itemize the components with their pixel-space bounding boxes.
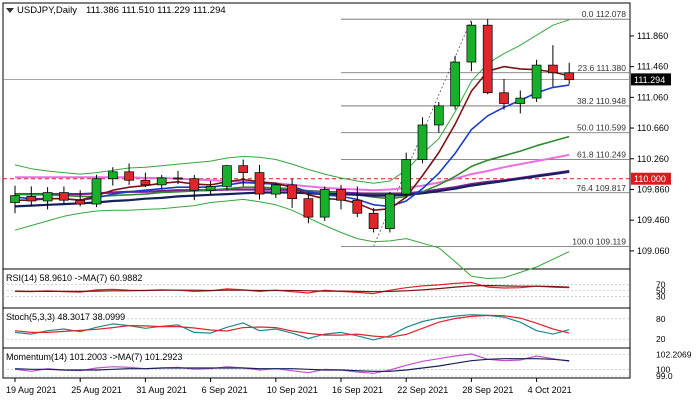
- momentum-series-1-line: [14, 358, 570, 372]
- price-axis-label: 111.460: [637, 62, 668, 72]
- ohlc-values: 111.386 111.510 111.229 111.294: [86, 5, 226, 16]
- candle-bull: [466, 24, 477, 63]
- candle-bear: [140, 179, 151, 186]
- axis-labels: 111.860 111.460 111.060 110.660 110.260 109.8…: [6, 31, 692, 395]
- candle-bull: [205, 186, 216, 191]
- momentum-series-0-line: [14, 353, 570, 374]
- candle-bear: [124, 171, 134, 181]
- momentum-title: Momentum(14) 101.2003 ->MA(7) 101.2923: [6, 352, 182, 362]
- candle-bull: [107, 171, 118, 180]
- stoch-series-0-line: [14, 314, 570, 341]
- candle-bull: [531, 64, 542, 99]
- stoch-lines: [3, 314, 630, 341]
- candle-bull: [91, 178, 102, 205]
- fib-level-label: 100.0 109.119: [572, 236, 626, 246]
- candle-bull: [433, 105, 444, 126]
- momentum-axis-label: 102.2069: [656, 350, 692, 360]
- fib-level-label: 76.4 109.817: [576, 183, 626, 193]
- rsi-lines: [3, 281, 630, 298]
- momentum-axis-label: 99.0: [656, 371, 673, 381]
- candle-bear: [564, 72, 575, 81]
- candle-bull: [417, 124, 428, 160]
- rsi-title: RSI(14) 58.9610 ->MA(7) 60.9882: [6, 273, 142, 283]
- bollinger-upper-line: [14, 19, 570, 184]
- price-axis-label: 109.060: [637, 246, 670, 256]
- date-axis-label: 10 Sep 2021: [267, 385, 318, 395]
- fib-level-label: 50.0 110.599: [577, 123, 626, 133]
- candle-bull: [450, 61, 460, 107]
- date-axis-label: 25 Aug 2021: [71, 385, 122, 395]
- date-axis-label: 4 Oct 2021: [528, 385, 572, 395]
- candle-bear: [75, 199, 86, 205]
- rsi-series-1-line: [14, 284, 570, 293]
- candle-bull: [401, 159, 412, 195]
- candle-bull: [10, 195, 20, 203]
- bollinger-bands: [14, 19, 570, 279]
- momentum-axis-label: 100: [656, 364, 670, 374]
- candle-bull: [156, 177, 167, 186]
- candle-bear: [548, 64, 558, 74]
- rsi-axis-label: 70: [656, 279, 666, 289]
- candle-bear: [352, 199, 363, 214]
- price-axis-label: 110.660: [637, 123, 669, 133]
- stoch-series-1-line: [14, 314, 570, 338]
- symbol-timeframe: USDJPY,Daily: [17, 5, 77, 16]
- date-axis-label: 22 Sep 2021: [397, 385, 448, 395]
- candle-bull: [42, 192, 53, 202]
- candle-bear: [336, 189, 346, 201]
- date-axis-label: 19 Aug 2021: [6, 385, 57, 395]
- stoch-axis-label: 20: [656, 334, 666, 344]
- date-axis-label: 16 Sep 2021: [332, 385, 383, 395]
- candlesticks: [10, 19, 575, 233]
- support-price-label: 110.000: [634, 174, 666, 184]
- candle-bull: [319, 189, 330, 218]
- support-price-tag: [631, 172, 671, 185]
- price-axis-label: 109.860: [637, 184, 670, 194]
- candle-bear: [59, 192, 69, 201]
- price-axis-label: 109.460: [637, 215, 670, 225]
- current-price-tag: [631, 73, 671, 86]
- candle-bear: [499, 92, 509, 104]
- date-axis-label: 28 Sep 2021: [462, 385, 513, 395]
- candle-bull: [222, 165, 232, 187]
- candle-bear: [254, 172, 265, 195]
- candle-bear: [189, 178, 200, 191]
- current-price-label: 111.294: [634, 75, 665, 85]
- stoch-axis-label: 80: [656, 314, 666, 324]
- date-axis-label: 31 Aug 2021: [136, 385, 187, 395]
- candle-bull: [515, 97, 526, 104]
- date-axis-label: 6 Sep 2021: [202, 385, 248, 395]
- stoch-title: Stoch(5,3,3) 48.3017 38.0999: [6, 312, 125, 322]
- fib-level-label: 0.0 112.078: [582, 9, 627, 19]
- candle-bear: [368, 212, 379, 229]
- candle-bear: [287, 184, 297, 200]
- momentum-lines: [3, 353, 630, 377]
- candle-bear: [238, 165, 249, 173]
- candle-bear: [26, 196, 37, 202]
- candle-bear: [482, 24, 493, 94]
- bollinger-lower-line: [14, 198, 570, 279]
- momentum-panel-frame: [2, 347, 631, 379]
- price-axis-label: 111.860: [637, 31, 668, 41]
- collapse-triangle-icon[interactable]: [6, 8, 14, 13]
- rsi-axis-label: 50: [656, 286, 666, 296]
- price-axis-label: 110.260: [637, 154, 669, 164]
- fib-level-label: 61.8 110.249: [577, 150, 626, 160]
- candle-bull: [270, 184, 281, 195]
- rsi-series-0-line: [14, 281, 570, 295]
- rsi-axis-label: 30: [656, 292, 666, 302]
- candle-bull: [385, 193, 395, 229]
- fib-level-label: 38.2 110.948: [577, 96, 626, 106]
- candle-bear: [173, 177, 183, 180]
- candle-bear: [303, 198, 314, 218]
- fib-level-label: 23.6 111.380: [578, 63, 627, 73]
- price-axis-label: 111.060: [637, 92, 668, 102]
